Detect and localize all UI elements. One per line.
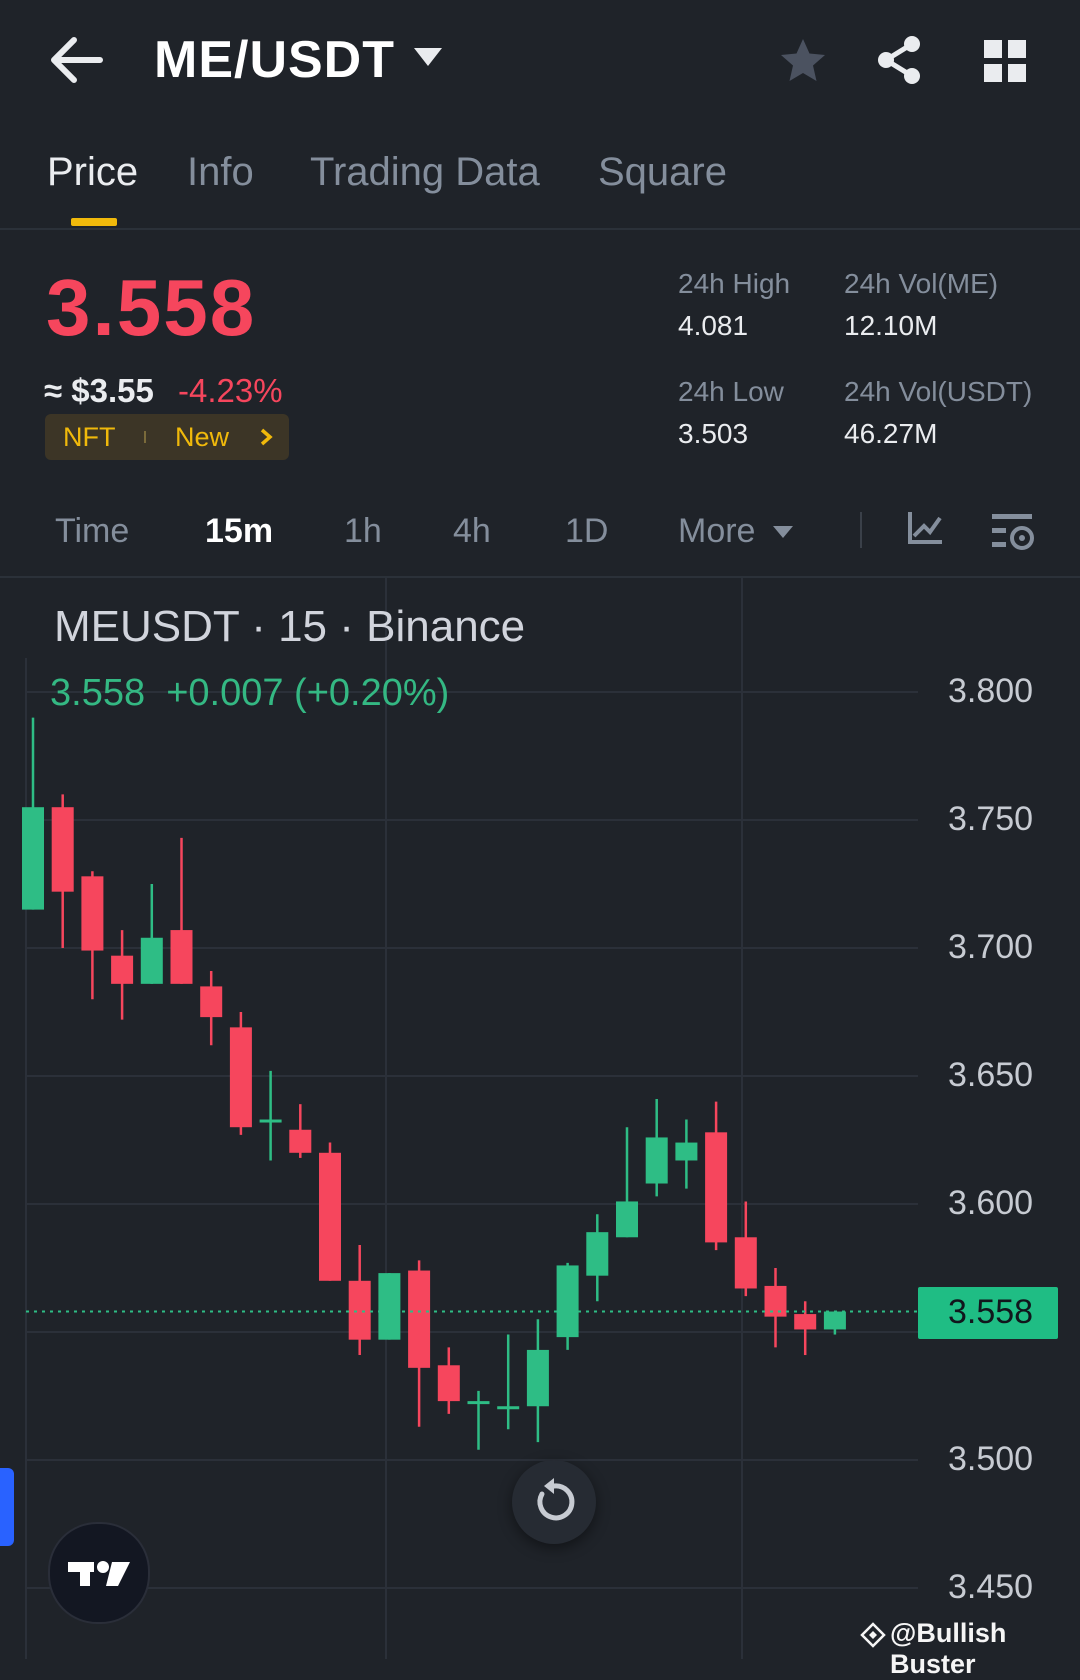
tab-trading-data[interactable]: Trading Data [310,150,540,194]
candle-body [259,1119,282,1123]
candle-body [170,930,193,984]
candle-body [586,1232,609,1276]
timeframe-15m[interactable]: 15m [205,512,274,550]
y-axis-label: 3.650 [948,1056,1034,1094]
reset-chart-button[interactable] [512,1460,596,1544]
chart-last-change: 3.558 +0.007 (+0.20%) [50,672,449,715]
active-tab-indicator [71,218,117,226]
candle-body [734,1237,757,1289]
candle-body [526,1349,549,1407]
tab-square[interactable]: Square [598,150,727,194]
tag-nft: NFT [63,422,116,452]
vol-base-label: 24h Vol(ME) [844,268,999,299]
vol-base-value: 12.10M [844,310,938,341]
usd-equivalent: ≈ $3.55 [44,372,154,409]
candle-body [497,1406,520,1410]
tradingview-icon [68,1561,130,1586]
grid-menu-icon[interactable] [984,40,1026,82]
share-icon[interactable] [874,34,924,86]
candle-body [229,1027,252,1128]
candle-body [140,937,163,984]
change-percent: -4.23% [178,372,283,409]
last-price: 3.558 [46,263,257,352]
candle-body [764,1285,787,1317]
pair-title[interactable]: ME/USDT [154,31,395,89]
chart-settings-icon[interactable] [990,508,1036,554]
chevron-right-icon [260,428,273,446]
last-price-tag [918,1287,1058,1339]
timeframe-time[interactable]: Time [55,512,130,550]
chart-change-value: +0.007 (+0.20%) [166,672,450,714]
candle-body [408,1270,431,1368]
top-bar: ME/USDT [0,0,1080,120]
candle-body [319,1152,341,1281]
tab-info[interactable]: Info [187,150,254,194]
candle-body [675,1142,698,1161]
high-label: 24h High [678,268,791,299]
candle-body [823,1311,846,1330]
low-label: 24h Low [678,376,784,407]
vol-quote-label: 24h Vol(USDT) [844,376,1033,407]
candle-body [22,807,44,910]
side-panel-handle[interactable] [0,1468,14,1546]
candle-body [645,1137,668,1184]
candlestick-chart[interactable] [0,578,1080,1659]
tag-new: New [175,422,230,452]
candle-body [467,1401,490,1405]
back-arrow-icon[interactable] [48,34,104,86]
last-price-tag-label: 3.558 [948,1293,1034,1331]
timeframe-more[interactable]: More [678,512,756,550]
y-axis-label: 3.750 [948,800,1034,838]
refresh-icon [537,1478,575,1521]
caret-down-icon[interactable] [412,44,444,72]
y-axis-label: 3.800 [948,672,1034,710]
timeframe-4h[interactable]: 4h [453,512,491,550]
candle-body [81,876,104,951]
timeframe-1h[interactable]: 1h [344,512,382,550]
low-value: 3.503 [678,418,749,449]
binance-logo-icon [860,1622,886,1648]
high-value: 4.081 [678,310,749,341]
tag-badges[interactable]: NFT New [45,414,289,460]
vol-quote-value: 46.27M [844,418,938,449]
candle-body [437,1365,460,1402]
divider [860,512,862,548]
candle-body [348,1280,371,1340]
favorite-star-icon[interactable] [778,36,828,86]
tradingview-logo[interactable] [48,1522,150,1624]
timeframe-1d[interactable]: 1D [565,512,609,550]
chart-last-value: 3.558 [50,672,146,714]
candle-body [378,1273,401,1340]
y-axis-label: 3.700 [948,928,1034,966]
candle-body [616,1201,638,1238]
candle-body [289,1129,312,1153]
candle-body [705,1132,728,1243]
chart-title: MEUSDT · 15 · Binance [54,602,526,651]
candle-body [794,1314,817,1330]
candle-body [556,1265,579,1338]
y-axis-label: 3.450 [948,1568,1034,1606]
y-axis-label: 3.600 [948,1184,1034,1222]
divider [0,576,1080,578]
tab-price[interactable]: Price [47,150,139,194]
indicator-icon[interactable] [906,508,946,548]
tag-separator [144,431,146,443]
caret-down-icon[interactable] [772,524,794,540]
candle-body [51,807,74,892]
watermark: @Bullish Buster [890,1618,1007,1679]
candle-body [200,986,223,1018]
y-axis-label: 3.500 [948,1440,1034,1478]
tab-bar: Price Info Trading Data Square [0,130,1080,230]
candle-body [111,955,134,984]
